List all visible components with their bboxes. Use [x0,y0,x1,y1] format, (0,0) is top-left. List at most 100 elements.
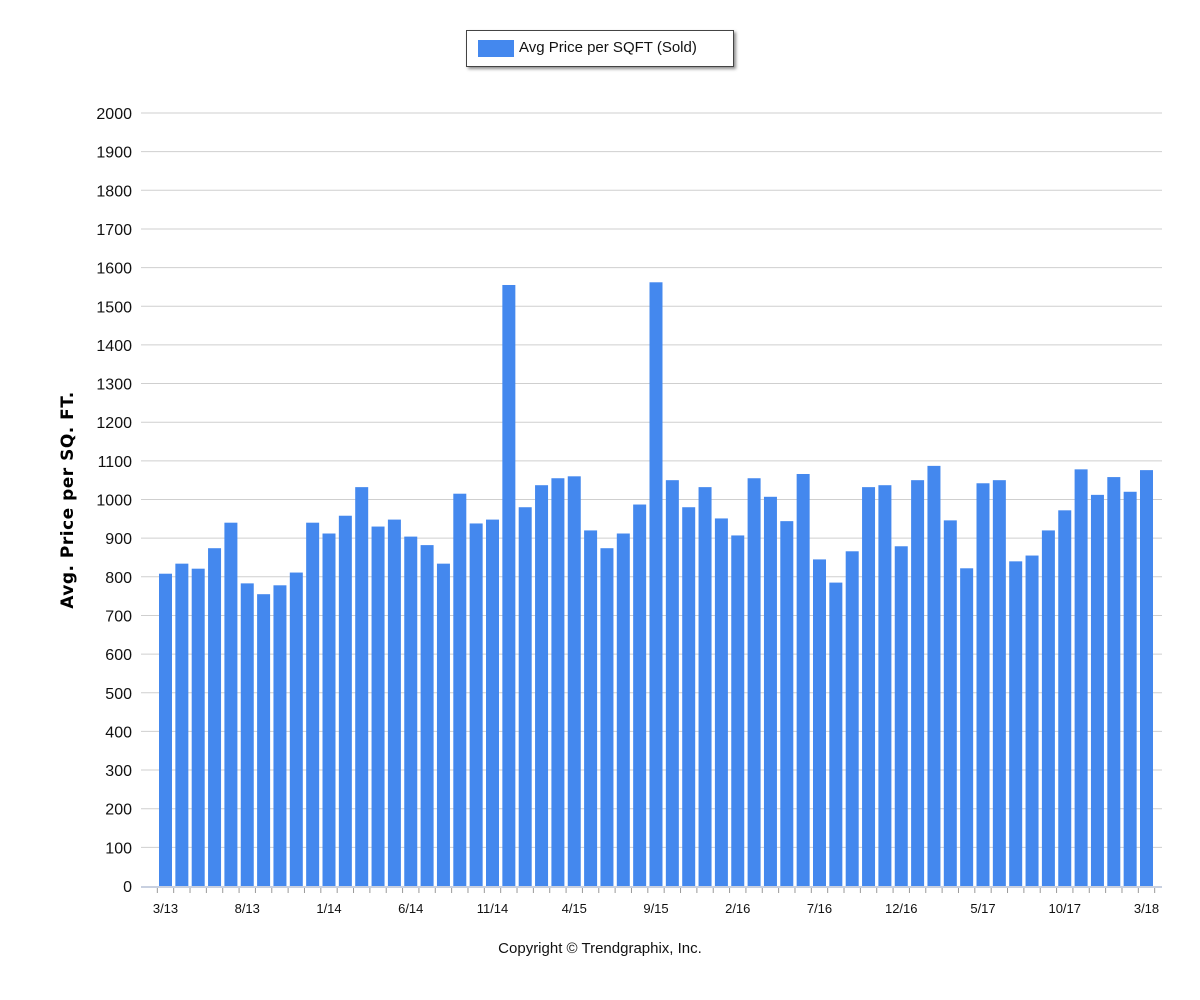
y-axis-ticks: 0 100 200 300 400 500 600 700 800 900 1000 1100 1200… [96,106,132,896]
bar [813,559,826,886]
y-tick-label: 200 [105,802,132,819]
x-tick-label: 3/13 [153,901,178,916]
bar [894,546,908,886]
bar [1123,491,1137,886]
y-tick-label: 900 [105,531,132,548]
bar [240,583,254,886]
bar [845,551,859,886]
y-tick-label: 1300 [96,377,132,394]
bar [960,568,974,886]
bar [862,487,876,886]
bar [208,548,222,886]
bar [338,515,352,886]
x-tick-label: 11/14 [477,901,509,916]
bar [404,536,418,886]
y-tick-label: 100 [105,840,132,857]
legend-label: Avg Price per SQFT (Sold) [519,39,697,56]
bar [911,480,925,886]
y-tick-label: 500 [105,686,132,703]
x-tick-label: 10/17 [1048,901,1081,916]
bar [616,533,630,886]
bar [927,465,941,886]
y-tick-label: 1000 [96,493,132,510]
y-axis-label: Avg. Price per SQ. FT. [58,391,78,609]
bar [1009,561,1023,886]
bar [584,530,598,886]
bar [1090,494,1104,886]
bar [453,493,467,886]
bar [698,487,712,886]
bar [992,480,1006,886]
bar [747,478,761,886]
y-tick-label: 400 [105,724,132,741]
y-tick-label: 1100 [98,454,133,471]
bar [1140,470,1153,886]
y-tick-label: 800 [105,570,132,587]
y-tick-label: 1800 [96,183,132,200]
bar [649,282,663,886]
bar [976,483,990,886]
bar [567,476,581,886]
y-tick-label: 0 [123,879,132,896]
bar [682,507,696,886]
bar [502,284,516,886]
bar [257,594,271,886]
bar [878,485,892,886]
y-tick-label: 1500 [96,299,132,316]
bar [796,473,810,886]
bar [535,485,549,886]
bar [1025,555,1039,886]
bar [763,496,777,886]
legend: Avg Price per SQFT (Sold) [466,30,734,67]
bar [436,563,450,886]
bar [1074,469,1088,886]
legend-swatch [478,40,514,57]
x-axis-ticks: 3/13 8/13 1/14 6/14 11/14 4/15 9/15 2/16 7/16 12/… [153,888,1159,916]
bar [714,518,728,886]
bar [731,535,745,886]
bar [486,519,499,886]
bar [273,585,287,886]
y-tick-label: 1400 [96,338,132,355]
y-tick-label: 1600 [96,261,132,278]
bar [387,519,401,886]
bar [224,522,238,886]
x-tick-label: 4/15 [562,901,587,916]
bar [1041,530,1055,886]
bar [551,478,565,886]
x-tick-label: 8/13 [235,901,260,916]
bar [518,507,532,886]
y-tick-label: 700 [105,608,132,625]
bar [665,480,679,886]
bar [1107,477,1121,886]
bar [943,520,957,886]
y-tick-label: 1200 [96,415,132,432]
y-tick-label: 1900 [96,145,132,162]
bar [306,522,320,886]
x-tick-label: 7/16 [807,901,832,916]
bar [289,572,303,886]
x-tick-label: 12/16 [885,901,918,916]
x-tick-label: 5/17 [970,901,995,916]
bar [829,582,843,886]
bar [420,545,434,886]
x-tick-label: 9/15 [643,901,668,916]
bar [600,548,614,886]
y-tick-label: 1700 [96,222,132,239]
bar [469,523,483,886]
copyright-text: Copyright © Trendgraphix, Inc. [498,940,702,957]
x-tick-label: 1/14 [316,901,341,916]
y-tick-label: 300 [105,763,132,780]
bar [175,563,189,886]
bar [1058,510,1072,886]
x-tick-label: 3/18 [1134,901,1159,916]
bars [159,282,1153,886]
bar [355,487,369,886]
bar [322,533,336,886]
bar [780,521,794,886]
bar [191,568,205,886]
bar [371,526,385,886]
bar [159,573,172,886]
y-tick-label: 2000 [96,106,132,123]
